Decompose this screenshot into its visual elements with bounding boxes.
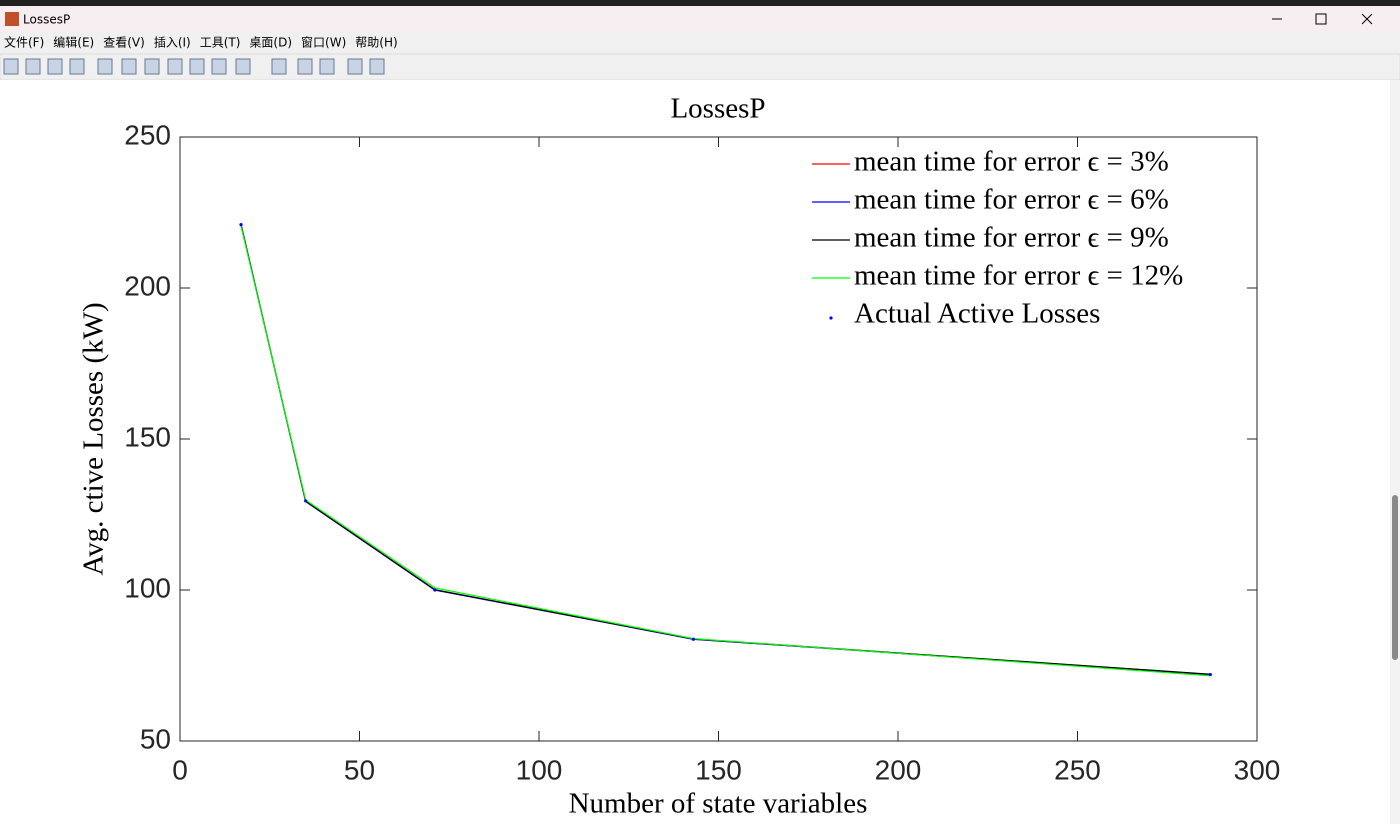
tool-button[interactable] — [297, 58, 313, 75]
y-tick-label: 250 — [124, 119, 171, 150]
x-tick-label: 100 — [516, 754, 563, 785]
window-title: LossesP — [23, 13, 70, 27]
toolbar-icons — [3, 58, 385, 75]
close-button[interactable] — [1361, 13, 1373, 25]
scroll-thumb[interactable] — [1392, 495, 1398, 660]
x-tick-label: 250 — [1054, 754, 1101, 785]
legend-label: mean time for error ϵ = 12% — [854, 260, 1183, 292]
toolbar — [0, 53, 1400, 81]
tool-button[interactable] — [121, 58, 137, 75]
tool-button[interactable] — [97, 58, 113, 75]
menu-item[interactable]: 插入(I) — [154, 36, 191, 50]
menu-item[interactable]: 帮助(H) — [355, 36, 397, 50]
tool-button[interactable] — [3, 58, 19, 75]
tool-button[interactable] — [211, 58, 227, 75]
x-tick-label: 150 — [695, 754, 742, 785]
menu-item[interactable]: 查看(V) — [103, 36, 145, 50]
tool-button[interactable] — [369, 58, 385, 75]
scrollbar[interactable] — [1390, 80, 1400, 824]
tool-button[interactable] — [69, 58, 85, 75]
app-icon — [5, 12, 19, 26]
tool-button[interactable] — [271, 58, 287, 75]
figure-area — [0, 80, 1390, 824]
tool-button[interactable] — [319, 58, 335, 75]
tool-button[interactable] — [25, 58, 41, 75]
tool-button[interactable] — [167, 58, 183, 75]
data-point — [304, 499, 308, 503]
tool-button[interactable] — [235, 58, 251, 75]
x-tick-label: 200 — [875, 754, 922, 785]
x-tick-label: 50 — [344, 754, 375, 785]
data-point — [691, 637, 695, 641]
data-point — [433, 588, 437, 592]
legend-label: mean time for error ϵ = 3% — [854, 146, 1169, 178]
menu-item[interactable]: 桌面(D) — [249, 36, 292, 50]
legend-label: mean time for error ϵ = 6% — [854, 184, 1169, 216]
menu-bar — [0, 32, 1400, 54]
x-tick-label: 0 — [172, 754, 188, 785]
menu-item[interactable]: 文件(F) — [4, 35, 44, 50]
tool-button[interactable] — [144, 58, 160, 75]
menu-item[interactable]: 工具(T) — [200, 36, 241, 50]
tool-button[interactable] — [189, 58, 205, 75]
legend-label: mean time for error ϵ = 9% — [854, 222, 1169, 254]
tool-button[interactable] — [347, 58, 363, 75]
y-tick-label: 50 — [140, 723, 171, 754]
y-tick-label: 200 — [124, 270, 171, 301]
y-axis-label: Avg. ctive Losses (kW) — [78, 302, 110, 575]
data-point — [1208, 672, 1212, 677]
title-bar — [0, 6, 1400, 32]
y-tick-label: 100 — [124, 572, 171, 603]
legend-marker — [829, 316, 833, 320]
menu-item[interactable]: 窗口(W) — [301, 36, 346, 50]
menu-group: 文件(F) 编辑(E) 查看(V) 插入(I) 工具(T) 桌面(D) 窗口(W) 帮助(H) — [4, 35, 398, 50]
tool-button[interactable] — [47, 58, 63, 75]
data-point — [239, 222, 243, 227]
menu-item[interactable]: 编辑(E) — [53, 35, 94, 50]
top-edge — [0, 0, 1400, 6]
legend-label: Actual Active Losses — [854, 298, 1100, 330]
series-line — [240, 225, 1211, 677]
maximize-button[interactable] — [1315, 13, 1327, 25]
x-tick-label: 300 — [1234, 754, 1281, 785]
y-tick-label: 150 — [124, 421, 171, 452]
x-axis-label: Number of state variables — [569, 788, 868, 820]
chart-title: LossesP — [670, 93, 765, 125]
